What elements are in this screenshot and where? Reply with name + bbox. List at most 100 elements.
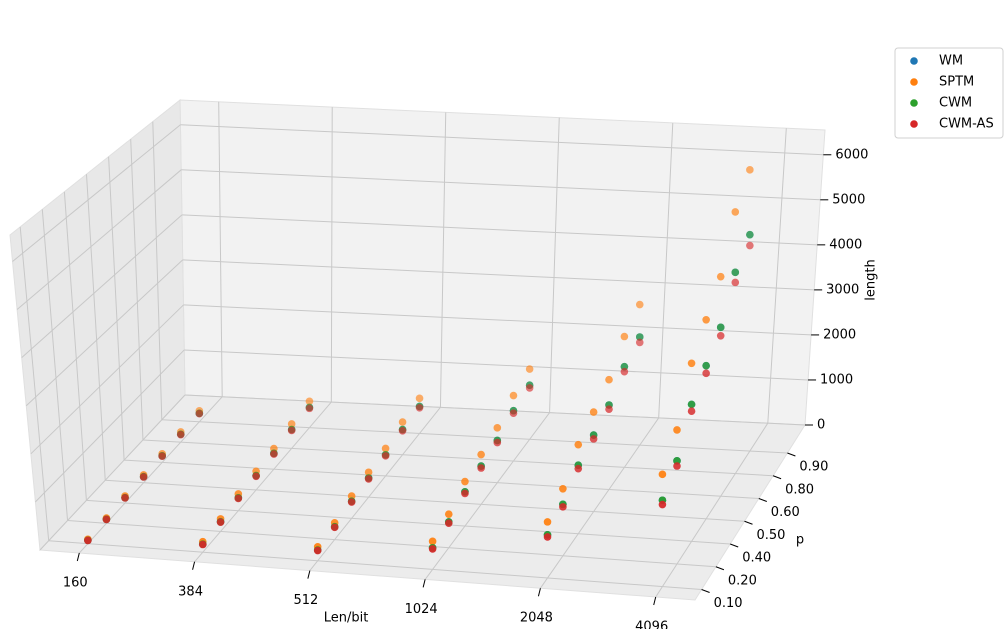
grid-line	[181, 169, 821, 201]
point	[589, 435, 598, 443]
point	[731, 278, 740, 287]
point	[84, 536, 92, 545]
p-tick-label: 0.90	[799, 460, 828, 475]
grid-line	[182, 259, 815, 291]
point	[493, 424, 502, 432]
p-tick-label: 0.10	[714, 596, 743, 611]
x-tick-label: 1024	[405, 602, 438, 617]
z-tick-label: 1000	[820, 372, 853, 387]
grid-line	[39, 394, 186, 551]
p-tick-label: 0.20	[728, 573, 757, 588]
point	[605, 405, 613, 414]
point	[559, 485, 567, 493]
point	[398, 418, 407, 426]
point	[428, 537, 437, 546]
point	[635, 300, 644, 309]
point	[673, 462, 681, 470]
legend-label: SPTM	[939, 75, 974, 90]
grid-line	[152, 121, 163, 420]
point	[687, 407, 696, 416]
x-axis-label: Len/bit	[324, 611, 369, 626]
point	[746, 230, 754, 239]
grid-line	[63, 191, 87, 501]
p-tick	[758, 498, 767, 502]
point	[716, 331, 725, 340]
grid-line	[194, 401, 332, 563]
point	[746, 241, 754, 250]
legend-box	[894, 47, 1004, 139]
point	[658, 470, 667, 479]
x-tick	[76, 552, 80, 562]
point	[381, 452, 390, 460]
x-tick	[307, 570, 311, 579]
p-tick-label: 0.40	[742, 551, 771, 566]
point	[574, 440, 583, 449]
grid-line	[658, 122, 674, 418]
grid-line	[12, 124, 181, 262]
point	[347, 498, 356, 506]
x-tick-label: 512	[293, 593, 318, 608]
grid-line	[767, 128, 787, 424]
grid-line	[161, 419, 788, 454]
x-tick	[653, 596, 657, 606]
z-axis-label: length	[864, 259, 879, 300]
point	[620, 332, 629, 341]
grid-line	[309, 407, 441, 571]
z-tick-label: 5000	[832, 192, 865, 207]
point	[287, 420, 296, 428]
point	[702, 369, 710, 378]
p-tick-label: 0.80	[785, 482, 814, 497]
point	[102, 515, 111, 524]
point	[605, 375, 613, 384]
grid-line	[130, 139, 144, 440]
legend: WM SPTM CWM CWM-AS	[910, 54, 994, 132]
point	[381, 444, 390, 453]
legend-marker	[910, 99, 918, 107]
x-tick	[422, 579, 426, 588]
point	[477, 464, 485, 472]
point	[234, 494, 243, 503]
grid-line	[439, 112, 447, 408]
point	[305, 404, 314, 413]
point	[477, 450, 485, 459]
grid-line	[25, 259, 184, 407]
z-tick-label: 2000	[823, 327, 856, 342]
point	[364, 475, 373, 483]
point	[702, 315, 710, 324]
z-tick-label: 6000	[835, 147, 868, 162]
point	[543, 533, 552, 541]
grid-line	[35, 349, 185, 503]
point	[525, 384, 534, 392]
grid-line	[142, 439, 774, 477]
x-tick	[192, 561, 196, 570]
grid-line	[21, 214, 183, 359]
grid-line	[180, 124, 824, 156]
point	[398, 426, 407, 435]
grid-line	[330, 107, 333, 403]
grid-line	[183, 304, 812, 336]
labels: 160 384 512 1024 2048 4096 0.10 0.20 0.40 0.50 0.6…	[63, 147, 869, 629]
point	[525, 365, 534, 373]
p-axis-label: p	[796, 533, 804, 548]
point	[330, 523, 339, 532]
point	[176, 430, 185, 439]
grid-line	[108, 156, 125, 461]
legend-marker	[910, 120, 918, 128]
point	[252, 472, 260, 481]
point	[509, 391, 518, 400]
z-tick-label: 4000	[829, 237, 862, 252]
point	[559, 503, 567, 511]
point	[158, 452, 166, 460]
grid-line	[16, 169, 182, 310]
point	[444, 519, 453, 527]
legend-label: CWM	[939, 96, 972, 111]
p-tick	[701, 589, 710, 593]
point	[493, 438, 502, 447]
point	[461, 489, 469, 498]
point	[216, 518, 225, 527]
grid-line	[78, 396, 223, 554]
p-tick	[772, 475, 782, 480]
point	[195, 409, 204, 418]
point	[635, 338, 644, 347]
